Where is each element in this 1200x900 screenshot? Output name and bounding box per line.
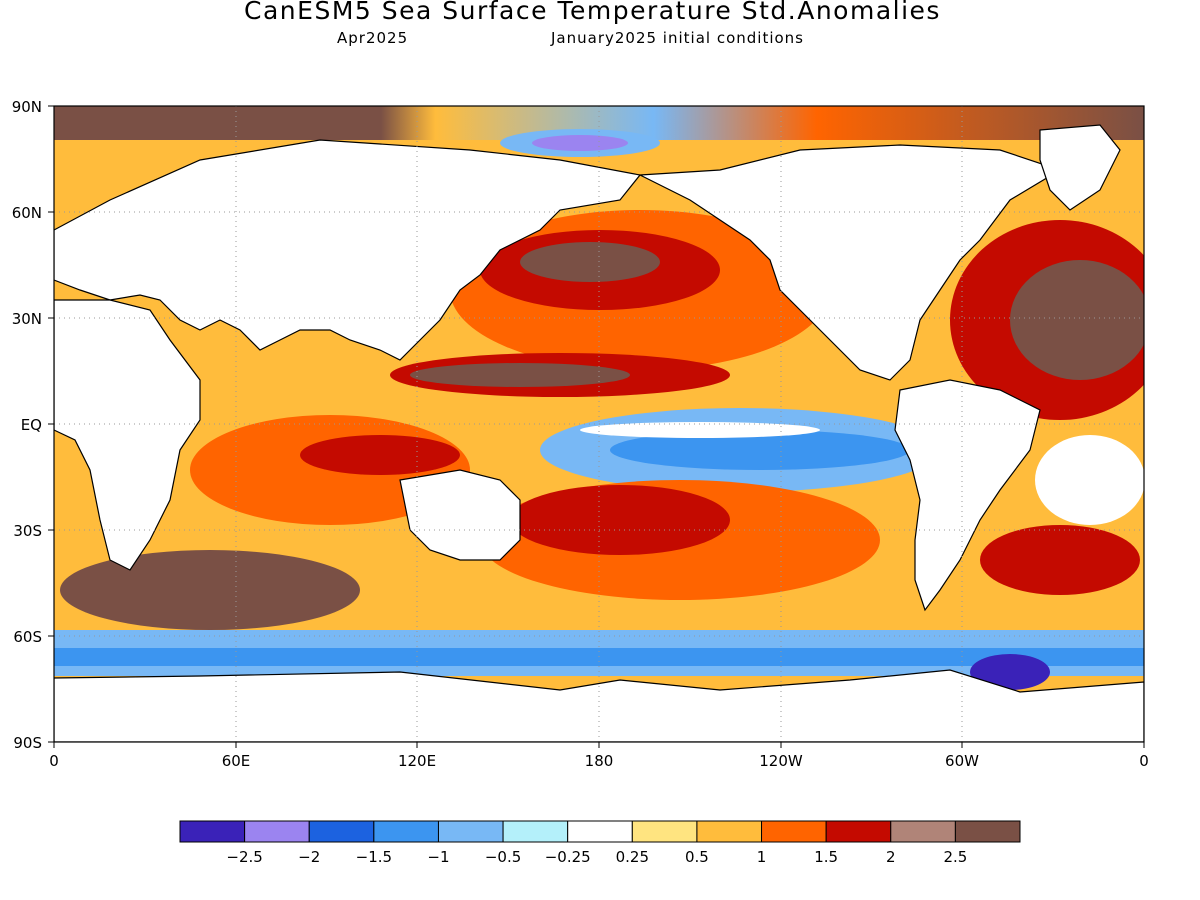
southern-indian-extreme [60,550,360,630]
lon-label: 0 [1139,752,1149,770]
axis-ticks [48,105,1145,748]
south-america-land [894,379,1041,612]
colorbar-label: 1 [757,848,767,866]
colorbar-label: 0.5 [685,848,709,866]
south-atlantic-warm [980,525,1140,595]
colorbar-swatch [954,820,1021,843]
south-atlantic-cool [1035,435,1144,525]
lon-label: 180 [585,752,614,770]
colorbar-label: −0.5 [485,848,521,866]
lat-label: 90S [13,734,42,752]
lon-label: 120E [398,752,436,770]
north-atlantic-extreme [1010,260,1144,380]
colorbar-label: 2 [886,848,896,866]
west-pacific-core [410,363,630,387]
arctic-cold-core [532,135,628,151]
lat-label: 30N [12,310,42,328]
colorbar-swatch [890,820,956,843]
greenland-land [1039,124,1121,211]
lon-axis-labels: 0 60E 120E 180 120W 60W 0 [49,752,1149,770]
colorbar-swatch [502,820,569,843]
north-pacific-extreme [520,242,660,282]
colorbar [179,820,1021,843]
lat-label: EQ [21,416,42,434]
lon-label: 0 [49,752,59,770]
sst-anomaly-field [54,106,1144,742]
lon-label: 120W [759,752,803,770]
eurasia-land [54,139,642,361]
indian-ocean-hot [300,435,460,475]
south-pacific-hot [510,485,730,555]
graticule [54,106,1144,742]
southern-ocean-cold [54,648,1144,666]
colorbar-label: 2.5 [943,848,967,866]
lat-label: 60S [13,628,42,646]
map-title: CanESM5 Sea Surface Temperature Std.Anom… [244,0,941,25]
colorbar-swatch [696,820,763,843]
colorbar-label: −1 [427,848,449,866]
colorbar-swatch [373,820,439,843]
colorbar-label: −0.25 [545,848,591,866]
land-masses [54,124,1144,742]
colorbar-swatch [761,820,827,843]
colorbar-label: −1.5 [356,848,392,866]
colorbar-swatch [244,820,310,843]
cold-tongue-edge [580,422,820,438]
colorbar-swatch [308,820,375,843]
weddell-cold [970,654,1050,690]
valid-month-label: Apr2025 [337,29,409,47]
lat-axis-labels: 90N 60N 30N EQ 30S 60S 90S [12,98,42,752]
lat-label: 90N [12,98,42,116]
colorbar-label: 1.5 [814,848,838,866]
colorbar-swatch [567,820,633,843]
north-america-land [637,144,1062,381]
africa-land [54,299,201,571]
lat-label: 60N [12,204,42,222]
colorbar-swatch [825,820,892,843]
lat-label: 30S [13,522,42,540]
init-conditions-label: January2025 initial conditions [551,29,804,47]
australia-land [399,469,521,561]
colorbar-label: −2 [298,848,320,866]
cold-tongue-core [610,430,910,470]
colorbar-labels: −2.5 −2 −1.5 −1 −0.5 −0.25 0.25 0.5 1 1.5 2 2.5 [226,848,967,866]
colorbar-swatch [437,820,504,843]
colorbar-swatch [631,820,698,843]
lon-label: 60W [945,752,979,770]
colorbar-label: 0.25 [616,848,649,866]
lon-label: 60E [222,752,251,770]
colorbar-label: −2.5 [226,848,262,866]
colorbar-swatch [179,820,246,843]
